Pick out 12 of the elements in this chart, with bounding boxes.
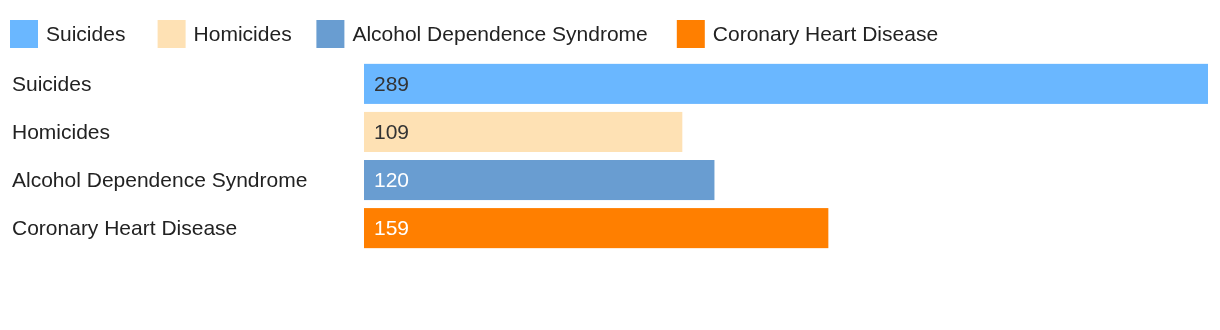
data-label: 289 bbox=[374, 72, 410, 96]
data-label: 120 bbox=[374, 168, 410, 192]
legend-label: Alcohol Dependence Syndrome bbox=[352, 22, 648, 46]
y-tick-label: Homicides bbox=[12, 120, 111, 144]
legend-label: Homicides bbox=[193, 22, 292, 46]
legend-label: Coronary Heart Disease bbox=[712, 22, 939, 46]
data-label: 159 bbox=[374, 216, 410, 240]
data-label: 109 bbox=[374, 120, 410, 144]
y-tick-label: Coronary Heart Disease bbox=[12, 216, 238, 240]
y-tick-label: Alcohol Dependence Syndrome bbox=[12, 168, 308, 192]
legend-label: Suicides bbox=[46, 22, 126, 46]
y-tick-label: Suicides bbox=[12, 72, 92, 96]
